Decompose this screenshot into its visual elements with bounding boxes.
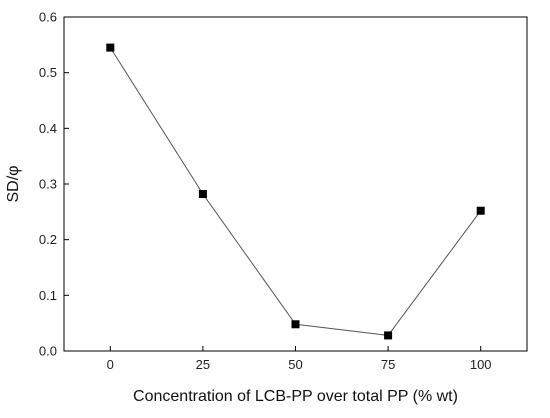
data-point (106, 43, 115, 52)
y-tick-label: 0.4 (39, 121, 57, 136)
x-tick-label: 50 (288, 357, 302, 372)
y-tick-label: 0.6 (39, 10, 57, 25)
y-axis-ticks: 0.0 0.1 0.2 0.3 0.4 0.5 0.6 (39, 10, 69, 359)
y-axis-title: SD/φ (5, 165, 22, 202)
y-tick-label: 0.5 (39, 65, 57, 80)
x-axis-title: Concentration of LCB-PP over total PP (%… (133, 388, 458, 405)
x-tick-label: 0 (107, 357, 114, 372)
x-tick-label: 75 (381, 357, 395, 372)
y-tick-label: 0.3 (39, 177, 57, 192)
x-tick-label: 100 (470, 357, 492, 372)
y-tick-label: 0.1 (39, 288, 57, 303)
plot-frame-layer (63, 16, 528, 352)
series-line (109, 47, 482, 336)
plot-frame (63, 16, 528, 352)
y-tick-label: 0.2 (39, 232, 57, 247)
data-point (476, 206, 485, 215)
data-point (198, 190, 207, 199)
x-axis-ticks: 0 25 50 75 100 (107, 346, 492, 372)
series-layer (106, 43, 485, 340)
x-tick-label: 25 (196, 357, 210, 372)
data-point (291, 320, 300, 329)
y-tick-label: 0.0 (39, 344, 57, 359)
data-point (384, 331, 393, 340)
